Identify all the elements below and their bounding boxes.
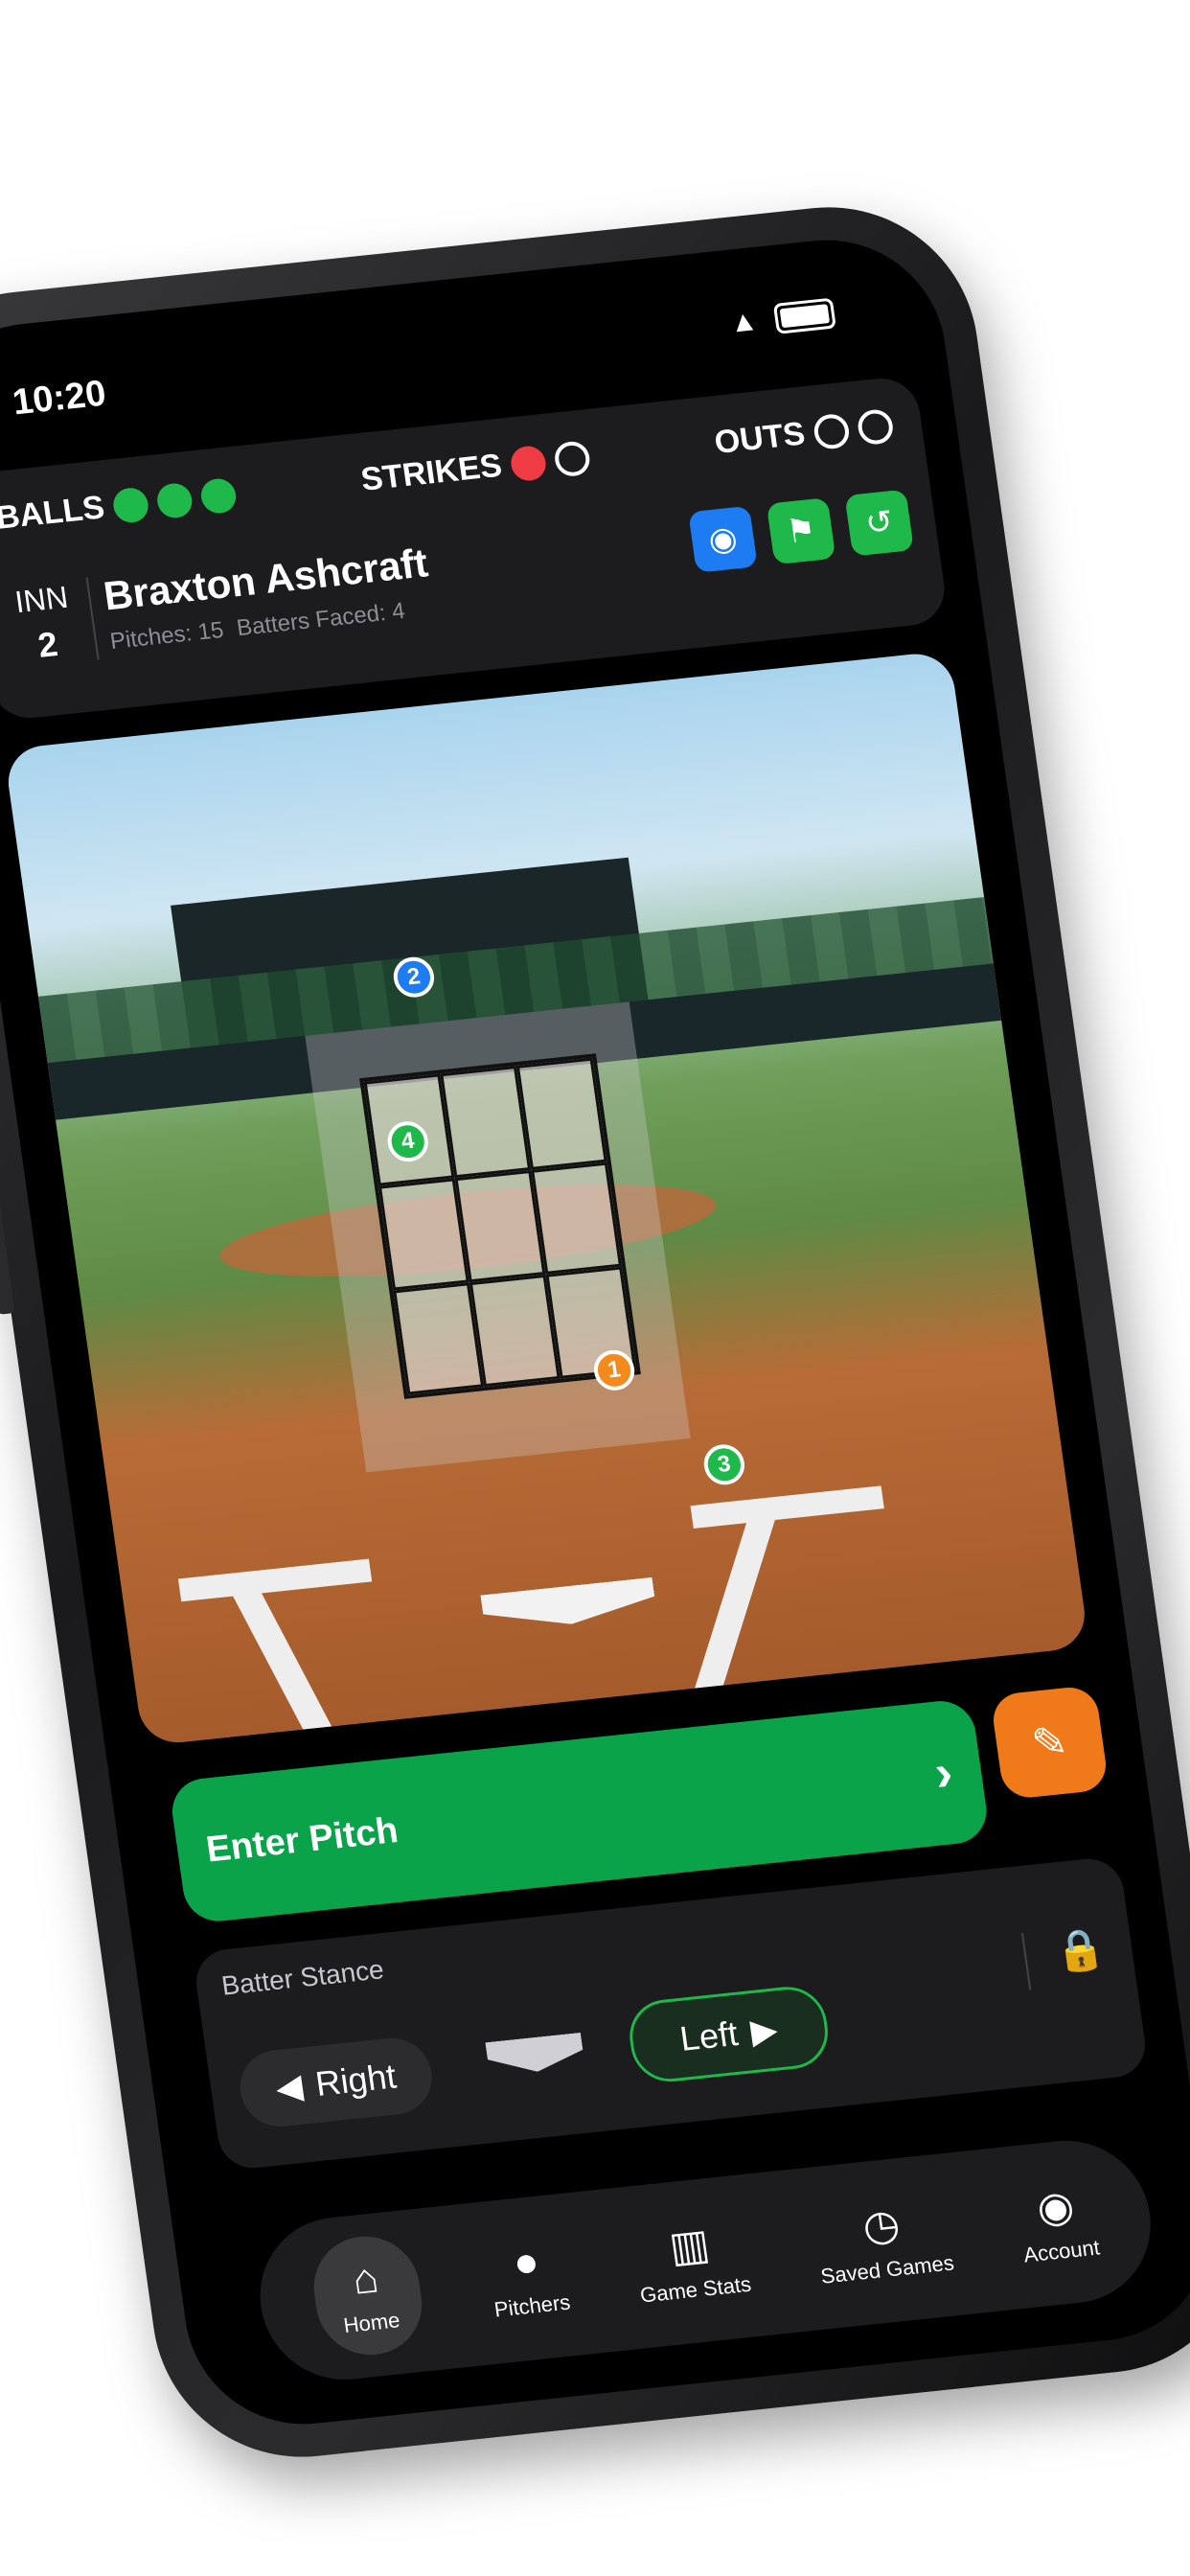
chart-icon: ▥	[666, 2220, 713, 2271]
person-icon: ●	[510, 2237, 542, 2288]
inning-label: INN	[12, 579, 71, 620]
tab-pitchers[interactable]: ● Pitchers	[485, 2235, 572, 2322]
home-icon: ⌂	[349, 2254, 382, 2304]
battery-icon	[772, 297, 836, 334]
zone-cell[interactable]	[531, 1162, 623, 1275]
outs-label: OUTS	[712, 415, 808, 461]
inning-number: 2	[35, 624, 60, 665]
stance-right-label: Right	[312, 2056, 399, 2104]
phone-mockup: 10:20 ▲ BALLS STRIKES	[0, 193, 1190, 2472]
tab-label: Pitchers	[492, 2289, 572, 2322]
batter-stance-title: Batter Stance	[219, 1954, 386, 2001]
scoreboard-actions: ◉ ⚑ ↺	[688, 489, 914, 573]
home-plate	[480, 1577, 657, 1633]
batters-box-line	[690, 1485, 884, 1530]
zone-cell[interactable]	[454, 1169, 546, 1283]
balls-label: BALLS	[0, 489, 107, 537]
tab-game-stats[interactable]: ▥ Game Stats	[630, 2216, 752, 2308]
caret-right-icon: ▶	[747, 2009, 781, 2052]
batter-swap-icon: ◉	[706, 519, 740, 560]
batters-box-line	[695, 1506, 780, 1689]
checkered-flag-icon: ⚑	[784, 511, 818, 551]
caret-left-icon: ◀	[273, 2065, 306, 2108]
status-time: 10:20	[10, 373, 109, 424]
strike-dot	[552, 439, 592, 478]
edit-icon: ✎	[1028, 1717, 1071, 1768]
edit-button[interactable]: ✎	[990, 1684, 1110, 1801]
home-plate-icon	[485, 2033, 585, 2077]
strikes-label: STRIKES	[358, 447, 505, 498]
strike-zone-grid[interactable]	[359, 1053, 641, 1399]
tab-label: Saved Games	[818, 2249, 956, 2288]
out-dot	[856, 407, 896, 446]
ball-dot	[198, 476, 239, 515]
chevron-right-icon: ›	[930, 1743, 956, 1803]
balls-count: BALLS	[0, 475, 239, 538]
wifi-icon: ▲	[727, 304, 761, 339]
stance-left-button[interactable]: Left ▶	[625, 1983, 834, 2086]
strikes-count: STRIKES	[358, 438, 592, 499]
status-icons: ▲	[727, 297, 836, 340]
stance-right-button[interactable]: ◀ Right	[235, 2034, 437, 2130]
undo-icon: ↺	[862, 503, 896, 542]
zone-cell[interactable]	[393, 1282, 485, 1395]
change-batter-button[interactable]: ◉	[688, 505, 758, 573]
pitch-marker[interactable]: 3	[701, 1442, 747, 1487]
stance-left-label: Left	[677, 2012, 741, 2058]
tab-label: Home	[341, 2308, 401, 2338]
strike-dot	[509, 444, 548, 482]
out-dot	[812, 412, 852, 450]
dynamic-island	[300, 318, 559, 412]
pitch-location-field[interactable]: 1 2 3 4	[3, 650, 1090, 1747]
ball-dot	[155, 481, 195, 519]
zone-cell[interactable]	[515, 1057, 607, 1170]
batters-box-line	[177, 1558, 373, 1602]
zone-cell[interactable]	[469, 1274, 561, 1388]
undo-button[interactable]: ↺	[844, 489, 914, 557]
end-game-button[interactable]: ⚑	[766, 497, 836, 565]
history-icon: ◷	[859, 2199, 904, 2251]
pitcher-info: Braxton Ashcraft Pitches: 15 Batters Fac…	[101, 540, 436, 656]
tab-account[interactable]: ◉ Account	[1014, 2179, 1102, 2267]
lock-icon: 🔒	[1051, 1924, 1109, 1975]
batters-box-line	[231, 1589, 332, 1730]
outs-count: OUTS	[712, 406, 896, 462]
tab-home[interactable]: ⌂ Home	[307, 2231, 429, 2360]
tab-label: Game Stats	[638, 2271, 753, 2308]
inning-box: INN 2	[5, 577, 100, 669]
pitch-count: Pitches: 15	[108, 616, 226, 656]
zone-cell[interactable]	[378, 1178, 469, 1291]
batters-faced: Batters Faced: 4	[235, 597, 407, 642]
zone-cell[interactable]	[440, 1065, 532, 1179]
ball-dot	[111, 485, 151, 524]
phone-screen: 10:20 ▲ BALLS STRIKES	[0, 228, 1190, 2436]
account-icon: ◉	[1034, 2181, 1078, 2233]
lock-button[interactable]: 🔒	[1020, 1924, 1109, 1990]
tab-saved-games[interactable]: ◷ Saved Games	[812, 2195, 956, 2289]
tab-label: Account	[1021, 2234, 1102, 2267]
enter-pitch-label: Enter Pitch	[203, 1809, 401, 1871]
